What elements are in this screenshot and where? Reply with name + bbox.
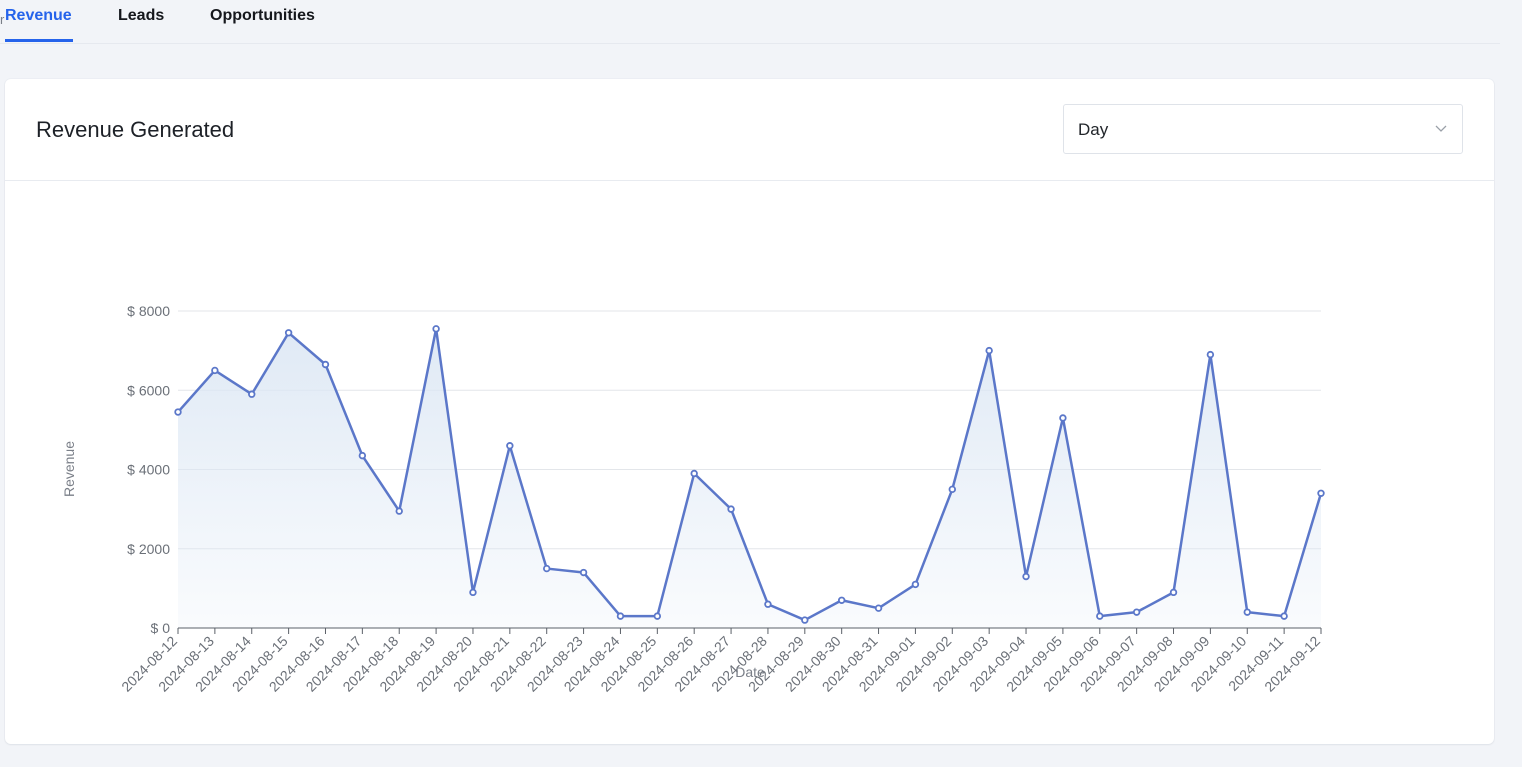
data-point	[579, 568, 588, 577]
period-select-value: Day	[1078, 120, 1109, 139]
tab-leads-label: Leads	[118, 7, 165, 24]
data-point	[948, 485, 956, 494]
tab-glyph: r	[0, 12, 5, 27]
data-point	[985, 346, 993, 355]
y-tick-label: $ 4000	[127, 462, 170, 478]
tab-opportunities-label: Opportunities	[210, 7, 315, 24]
revenue-card: Revenue Generated Day $ 0 $ 2000 $ 4000 $ 6…	[5, 79, 1494, 744]
data-point	[1096, 612, 1104, 620]
tab-leads[interactable]: Leads	[118, 6, 164, 42]
revenue-chart: $ 0$ 2000$ 4000$ 6000$ 80002024-08-12202…	[61, 303, 1325, 695]
data-point	[321, 360, 330, 369]
tab-bar: r Revenue Leads Opportunities	[0, 0, 1500, 44]
data-point	[653, 612, 662, 620]
data-point	[1280, 612, 1288, 620]
data-point	[506, 442, 514, 450]
y-axis-title: Revenue	[61, 441, 77, 497]
data-point	[358, 451, 367, 460]
data-point	[1243, 608, 1251, 616]
data-point	[1022, 572, 1030, 581]
y-tick-label: $ 0	[151, 620, 171, 636]
tab-revenue[interactable]: Revenue	[5, 6, 73, 42]
data-point	[211, 366, 219, 375]
data-point	[174, 408, 182, 416]
card-header: Revenue Generated Day	[5, 79, 1494, 181]
tab-revenue-label: Revenue	[5, 7, 72, 24]
data-point	[432, 325, 440, 333]
data-point	[469, 588, 477, 597]
data-point	[1206, 350, 1215, 359]
chevron-down-icon	[1435, 125, 1447, 132]
data-point	[543, 564, 551, 573]
data-point	[616, 612, 625, 620]
series-area	[178, 328, 1321, 628]
data-point	[727, 505, 735, 513]
data-point	[1132, 608, 1141, 616]
data-point	[248, 390, 256, 398]
period-select[interactable]: Day	[1063, 104, 1463, 154]
data-point	[911, 580, 920, 589]
card-title: Revenue Generated	[36, 117, 235, 142]
data-point	[764, 600, 772, 608]
data-point	[395, 507, 403, 515]
y-tick-label: $ 8000	[127, 303, 170, 319]
data-point	[1317, 489, 1325, 497]
data-point	[801, 616, 809, 624]
data-point	[1169, 588, 1178, 597]
data-point	[837, 596, 846, 604]
y-tick-label: $ 2000	[127, 541, 170, 557]
series-line	[177, 327, 1323, 622]
data-point	[874, 604, 883, 612]
data-point	[284, 329, 293, 337]
data-point	[690, 469, 698, 478]
x-axis-title: Date	[735, 664, 765, 680]
y-tick-label: $ 6000	[127, 382, 170, 398]
data-point	[1059, 414, 1067, 422]
tab-opportunities[interactable]: Opportunities	[210, 6, 315, 42]
